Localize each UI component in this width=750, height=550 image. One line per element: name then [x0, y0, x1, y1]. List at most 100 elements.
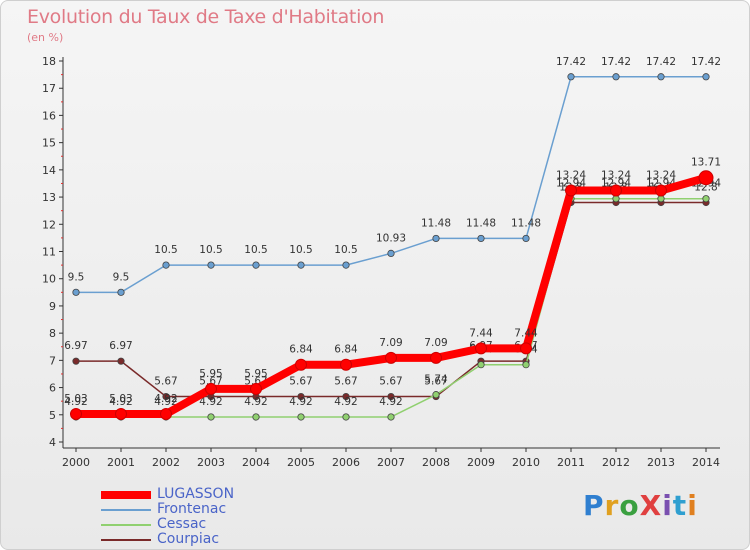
data-label: 13.24	[601, 170, 631, 182]
data-label: 6.84	[289, 344, 313, 356]
data-point	[520, 342, 532, 355]
data-label: 4.92	[244, 396, 267, 408]
data-point	[250, 382, 262, 395]
y-tick-label: 4	[49, 436, 56, 449]
data-label: 5.74	[424, 374, 448, 386]
data-label: 4.92	[289, 396, 312, 408]
data-label: 11.48	[466, 217, 496, 229]
data-label: 10.5	[289, 244, 312, 256]
data-label: 4.92	[379, 396, 402, 408]
legend-swatch	[101, 491, 151, 499]
data-point	[432, 234, 440, 243]
data-label: 17.42	[646, 56, 676, 68]
data-label: 5.95	[199, 368, 222, 380]
data-label: 10.93	[376, 232, 406, 244]
data-point	[297, 413, 305, 421]
data-point	[252, 261, 260, 269]
x-tick-label: 2012	[602, 456, 630, 469]
data-point	[477, 361, 485, 369]
data-label: 5.03	[64, 393, 87, 405]
data-label: 6.84	[334, 344, 358, 356]
data-label: 11.48	[421, 217, 451, 229]
proxiti-logo: ProXiti	[583, 489, 698, 522]
data-label: 4.92	[64, 396, 87, 408]
data-point	[295, 358, 307, 371]
data-point	[162, 261, 170, 269]
legend-swatch	[101, 524, 151, 526]
data-point	[477, 234, 485, 243]
y-tick-label: 13	[42, 191, 56, 204]
y-tick-label: 5	[49, 409, 56, 422]
data-point	[205, 382, 217, 395]
data-point	[657, 73, 665, 81]
data-label: 9.5	[68, 271, 85, 283]
y-tick-label: 9	[49, 300, 56, 313]
x-tick-label: 2006	[332, 456, 360, 469]
data-point	[698, 170, 714, 186]
data-point	[475, 342, 487, 355]
data-label: 13.24	[646, 170, 676, 182]
data-point	[342, 413, 350, 421]
data-label: 5.67	[424, 376, 447, 388]
data-point	[702, 195, 710, 203]
data-point	[387, 413, 395, 421]
logo-letter: P	[583, 489, 605, 522]
data-label: 9.5	[113, 271, 130, 283]
data-point	[567, 73, 575, 81]
logo-letter: X	[639, 489, 663, 522]
x-tick-label: 2008	[422, 456, 450, 469]
y-tick-label: 15	[42, 137, 56, 150]
data-label: 7.44	[514, 327, 538, 339]
chart-subtitle: (en %)	[27, 31, 64, 44]
x-tick-label: 2005	[287, 456, 315, 469]
data-point	[297, 261, 305, 269]
logo-letter: i	[687, 489, 698, 522]
data-point	[117, 288, 125, 296]
data-label: 13.24	[556, 170, 586, 182]
data-point	[342, 392, 350, 401]
data-point	[387, 249, 395, 258]
x-tick-label: 2007	[377, 456, 405, 469]
data-label: 4.92	[154, 396, 177, 408]
logo-letter: o	[619, 489, 640, 522]
data-point	[430, 351, 442, 364]
data-point	[565, 184, 577, 197]
y-tick-label: 11	[42, 246, 56, 259]
data-label: 4.92	[334, 396, 357, 408]
data-point	[72, 288, 80, 296]
data-point	[702, 73, 710, 81]
y-tick-label: 17	[42, 82, 56, 95]
data-label: 6.97	[109, 340, 132, 352]
x-tick-label: 2004	[242, 456, 270, 469]
x-tick-label: 2010	[512, 456, 540, 469]
y-tick-label: 12	[42, 218, 56, 231]
data-label: 5.67	[334, 376, 357, 388]
y-tick-label: 7	[49, 354, 56, 367]
logo-letter: r	[604, 489, 620, 522]
data-label: 10.5	[244, 244, 267, 256]
data-point	[70, 407, 82, 420]
data-point	[160, 407, 172, 420]
data-point	[162, 392, 170, 401]
y-tick-label: 10	[42, 273, 56, 286]
data-label: 10.5	[334, 244, 357, 256]
data-label: 5.95	[244, 368, 267, 380]
y-tick-label: 16	[42, 109, 56, 122]
data-label: 10.5	[154, 244, 177, 256]
legend-label: Cessac	[157, 516, 207, 532]
data-label: 7.09	[379, 337, 402, 349]
data-point	[432, 391, 440, 399]
logo-letter: t	[672, 489, 688, 522]
legend-label: LUGASSON	[157, 486, 235, 502]
chart-title: Evolution du Taux de Taxe d'Habitation	[27, 6, 385, 28]
data-label: 4.92	[109, 396, 132, 408]
data-point	[207, 413, 215, 421]
legend-label: Frontenac	[157, 501, 227, 517]
x-tick-label: 2009	[467, 456, 495, 469]
data-point	[207, 261, 215, 269]
x-tick-label: 2001	[107, 456, 135, 469]
data-point	[610, 184, 622, 197]
x-tick-label: 2002	[152, 456, 180, 469]
data-label: 13.71	[691, 157, 721, 169]
